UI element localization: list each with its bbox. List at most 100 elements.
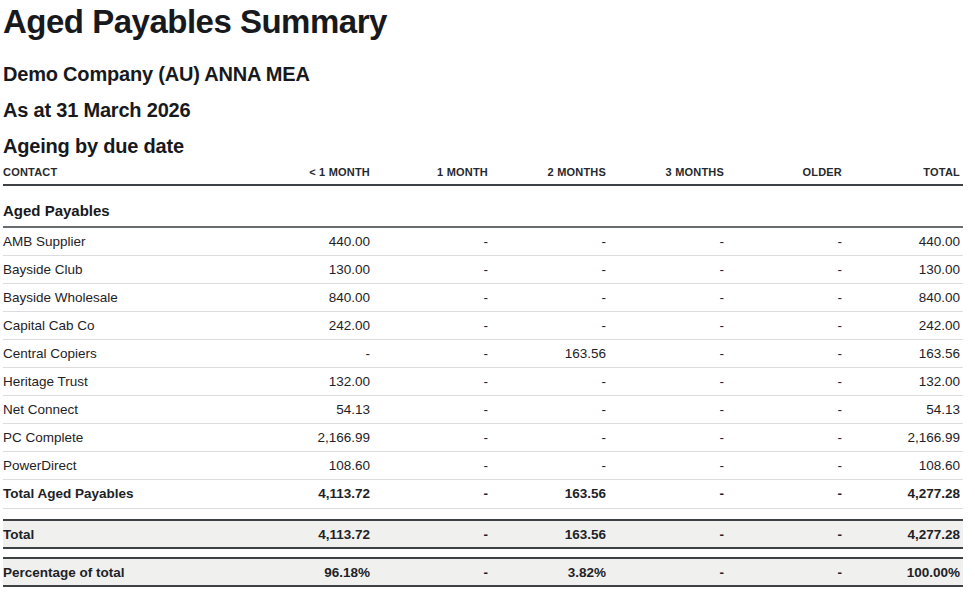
- 2-months-cell: 163.56: [491, 520, 609, 548]
- column-header-lt-1-month: < 1 MONTH: [255, 166, 373, 185]
- contact-cell: PowerDirect: [3, 451, 255, 479]
- 3-months-cell: -: [609, 311, 727, 339]
- total-cell: 4,277.28: [845, 520, 963, 548]
- older-cell: -: [727, 558, 845, 586]
- table-row: Bayside Wholesale 840.00 - - - - 840.00: [3, 283, 963, 311]
- total-cell: 100.00%: [845, 558, 963, 586]
- 1-month-cell: -: [373, 451, 491, 479]
- contact-cell: AMB Supplier: [3, 227, 255, 255]
- total-cell: 163.56: [845, 339, 963, 367]
- 3-months-cell: -: [609, 520, 727, 548]
- 1-month-cell: -: [373, 339, 491, 367]
- 2-months-cell: -: [491, 311, 609, 339]
- 3-months-cell: -: [609, 479, 727, 508]
- 3-months-cell: -: [609, 423, 727, 451]
- 3-months-cell: -: [609, 227, 727, 255]
- lt-1-month-cell: 4,113.72: [255, 520, 373, 548]
- 1-month-cell: -: [373, 227, 491, 255]
- older-cell: -: [727, 283, 845, 311]
- 2-months-cell: -: [491, 423, 609, 451]
- older-cell: -: [727, 451, 845, 479]
- table-row: AMB Supplier 440.00 - - - - 440.00: [3, 227, 963, 255]
- column-header-contact: CONTACT: [3, 166, 255, 185]
- older-cell: -: [727, 395, 845, 423]
- lt-1-month-cell: 54.13: [255, 395, 373, 423]
- contact-cell: Bayside Wholesale: [3, 283, 255, 311]
- total-cell: 2,166.99: [845, 423, 963, 451]
- total-cell: 242.00: [845, 311, 963, 339]
- 3-months-cell: -: [609, 395, 727, 423]
- total-row: Total 4,113.72 - 163.56 - - 4,277.28: [3, 520, 963, 548]
- 1-month-cell: -: [373, 255, 491, 283]
- 1-month-cell: -: [373, 520, 491, 548]
- 3-months-cell: -: [609, 255, 727, 283]
- older-cell: -: [727, 423, 845, 451]
- column-header-1-month: 1 MONTH: [373, 166, 491, 185]
- table-row: Net Connect 54.13 - - - - 54.13: [3, 395, 963, 423]
- contact-cell: Percentage of total: [3, 558, 255, 586]
- contact-cell: Heritage Trust: [3, 367, 255, 395]
- spacer-row: [3, 548, 963, 558]
- lt-1-month-cell: 840.00: [255, 283, 373, 311]
- table-row: PowerDirect 108.60 - - - - 108.60: [3, 451, 963, 479]
- lt-1-month-cell: 242.00: [255, 311, 373, 339]
- older-cell: -: [727, 339, 845, 367]
- 2-months-cell: 163.56: [491, 339, 609, 367]
- total-cell: 54.13: [845, 395, 963, 423]
- total-cell: 132.00: [845, 367, 963, 395]
- 2-months-cell: -: [491, 367, 609, 395]
- older-cell: -: [727, 255, 845, 283]
- 1-month-cell: -: [373, 395, 491, 423]
- 3-months-cell: -: [609, 339, 727, 367]
- 2-months-cell: 163.56: [491, 479, 609, 508]
- column-header-total: TOTAL: [845, 166, 963, 185]
- column-header-2-months: 2 MONTHS: [491, 166, 609, 185]
- table-row: Central Copiers - - 163.56 - - 163.56: [3, 339, 963, 367]
- table-row: Heritage Trust 132.00 - - - - 132.00: [3, 367, 963, 395]
- contact-cell: Capital Cab Co: [3, 311, 255, 339]
- contact-cell: PC Complete: [3, 423, 255, 451]
- 3-months-cell: -: [609, 367, 727, 395]
- total-aged-payables-row: Total Aged Payables 4,113.72 - 163.56 - …: [3, 479, 963, 508]
- 2-months-cell: -: [491, 395, 609, 423]
- contact-cell: Bayside Club: [3, 255, 255, 283]
- lt-1-month-cell: 4,113.72: [255, 479, 373, 508]
- 2-months-cell: -: [491, 227, 609, 255]
- report-title: Aged Payables Summary: [3, 0, 966, 43]
- contact-cell: Total: [3, 520, 255, 548]
- report-page: Aged Payables Summary Demo Company (AU) …: [0, 0, 966, 587]
- older-cell: -: [727, 479, 845, 508]
- lt-1-month-cell: 132.00: [255, 367, 373, 395]
- report-subtitles: Demo Company (AU) ANNA MEA As at 31 Marc…: [3, 56, 966, 164]
- table-row: Capital Cab Co 242.00 - - - - 242.00: [3, 311, 963, 339]
- lt-1-month-cell: 96.18%: [255, 558, 373, 586]
- 1-month-cell: -: [373, 423, 491, 451]
- section-heading: Aged Payables: [3, 185, 963, 227]
- 1-month-cell: -: [373, 283, 491, 311]
- ageing-basis: Ageing by due date: [3, 128, 966, 164]
- contact-cell: Central Copiers: [3, 339, 255, 367]
- aged-payables-tbody: Aged Payables AMB Supplier 440.00 - - - …: [3, 185, 963, 586]
- table-header-row: CONTACT < 1 MONTH 1 MONTH 2 MONTHS 3 MON…: [3, 166, 963, 185]
- as-at-date: As at 31 March 2026: [3, 92, 966, 128]
- 3-months-cell: -: [609, 558, 727, 586]
- section-heading-row: Aged Payables: [3, 185, 963, 227]
- 2-months-cell: -: [491, 451, 609, 479]
- 1-month-cell: -: [373, 479, 491, 508]
- older-cell: -: [727, 311, 845, 339]
- percentage-of-total-row: Percentage of total 96.18% - 3.82% - - 1…: [3, 558, 963, 586]
- lt-1-month-cell: 108.60: [255, 451, 373, 479]
- lt-1-month-cell: 130.00: [255, 255, 373, 283]
- total-cell: 4,277.28: [845, 479, 963, 508]
- lt-1-month-cell: -: [255, 339, 373, 367]
- contact-cell: Total Aged Payables: [3, 479, 255, 508]
- 1-month-cell: -: [373, 558, 491, 586]
- 2-months-cell: -: [491, 255, 609, 283]
- older-cell: -: [727, 520, 845, 548]
- column-header-older: OLDER: [727, 166, 845, 185]
- 3-months-cell: -: [609, 283, 727, 311]
- 1-month-cell: -: [373, 311, 491, 339]
- 3-months-cell: -: [609, 451, 727, 479]
- 2-months-cell: -: [491, 283, 609, 311]
- table-row: Bayside Club 130.00 - - - - 130.00: [3, 255, 963, 283]
